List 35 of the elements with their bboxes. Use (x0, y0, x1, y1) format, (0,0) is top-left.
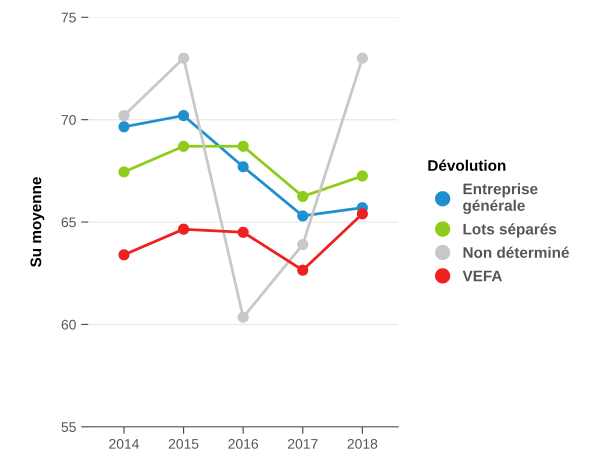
x-tick-label: 2014 (109, 438, 140, 449)
y-tick-label: 70 (62, 115, 76, 125)
point (356, 170, 368, 182)
point (178, 140, 190, 152)
point (118, 110, 130, 122)
point (118, 249, 130, 260)
legend-label: Entreprise générale (463, 183, 538, 214)
y-tick-label: 65 (62, 217, 76, 228)
point (356, 52, 368, 64)
x-tick-label: 2015 (168, 438, 198, 449)
point (178, 52, 190, 64)
point (178, 110, 190, 122)
point (178, 224, 190, 235)
point (297, 190, 308, 202)
point (297, 210, 308, 222)
legend-label: VEFA (462, 270, 502, 282)
y-axis-title: Su moyenne (30, 177, 44, 268)
y-tick-label: 60 (62, 320, 76, 330)
point (238, 140, 249, 152)
legend-label: Non déterminé (464, 246, 569, 258)
point (297, 239, 308, 250)
legend-label: Lots séparés (464, 223, 556, 238)
x-tick-label: 2016 (228, 438, 258, 449)
y-tick-label: 55 (62, 422, 76, 432)
point (356, 208, 368, 220)
y-tick-label: 75 (62, 12, 76, 22)
legend-title: Dévolution (428, 160, 506, 171)
point (118, 121, 130, 132)
point (118, 166, 130, 178)
point (238, 312, 249, 323)
point (238, 226, 249, 238)
point (297, 264, 308, 276)
x-tick-label: 2017 (288, 438, 318, 449)
point (238, 161, 249, 172)
x-tick-label: 2018 (348, 438, 378, 449)
